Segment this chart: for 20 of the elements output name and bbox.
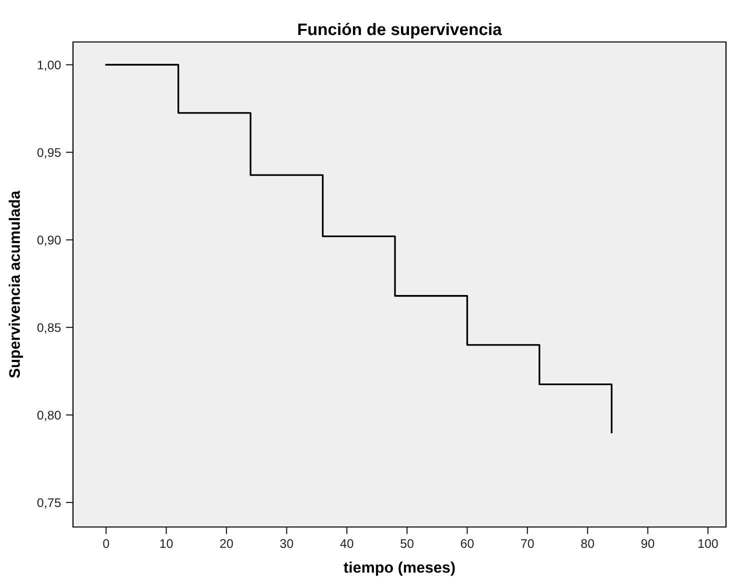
y-tick-label: 0,90 xyxy=(37,236,61,246)
x-axis-title: tiempo (meses) xyxy=(344,562,455,576)
x-tick-label: 70 xyxy=(521,539,534,548)
x-tick-label: 90 xyxy=(641,539,654,548)
x-tick-label: 20 xyxy=(220,539,233,548)
x-tick-label: 100 xyxy=(698,539,718,548)
x-tick-label: 80 xyxy=(581,539,594,548)
x-tick-label: 0 xyxy=(103,539,110,548)
chart-title: Función de supervivencia xyxy=(298,22,502,39)
y-axis-title: Supervivencia acumulada xyxy=(8,190,23,378)
x-tick-label: 30 xyxy=(280,539,294,548)
y-tick-label: 0,95 xyxy=(37,148,61,158)
y-tick-label: 0,75 xyxy=(37,498,61,509)
x-tick-label: 60 xyxy=(460,539,474,548)
x-tick-label: 10 xyxy=(160,539,173,548)
y-tick-label: 0,80 xyxy=(37,410,61,422)
x-tick-label: 50 xyxy=(400,539,414,548)
x-tick-label: 40 xyxy=(340,539,354,548)
y-tick-label: 1,00 xyxy=(38,60,61,71)
y-tick-label: 0,85 xyxy=(37,323,61,334)
